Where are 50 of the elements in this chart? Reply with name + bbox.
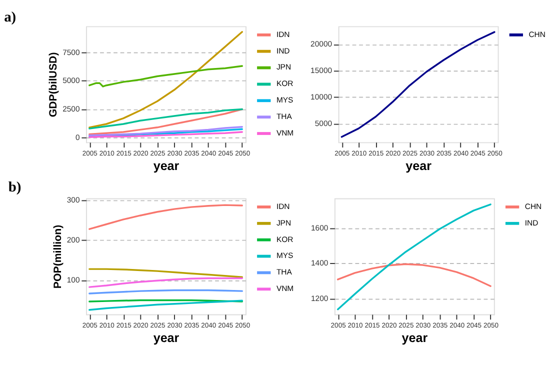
y-tick-label: 1200 — [310, 294, 328, 303]
x-axis-title: year — [153, 330, 180, 345]
legend-label: VNM — [276, 128, 294, 138]
line-series — [88, 108, 243, 130]
y-tick-label: 15000 — [310, 66, 332, 76]
x-axis-title: year — [153, 158, 180, 173]
legend-label: IND — [276, 46, 290, 56]
legend-label: IDN — [276, 202, 290, 211]
y-tick-label: 300 — [66, 196, 80, 205]
legend-label: THA — [276, 268, 293, 277]
line-series — [336, 204, 492, 310]
legend-label: MYS — [276, 251, 294, 260]
chart-title: b) — [8, 180, 22, 196]
y-tick-label: 5000 — [62, 76, 80, 86]
legend-label: JPN — [276, 218, 292, 228]
line-series — [336, 263, 492, 288]
x-axis-title: year — [402, 330, 428, 345]
line-series — [88, 65, 243, 88]
y-tick-label: 20000 — [310, 40, 332, 49]
y-tick-label: 2500 — [62, 104, 80, 114]
line-series — [88, 204, 243, 230]
line-series — [88, 31, 243, 128]
legend-label: IND — [524, 218, 539, 228]
y-tick-label: 1400 — [310, 258, 328, 268]
line-series — [88, 108, 243, 136]
line-series — [88, 300, 243, 311]
legend-label: KOR — [276, 234, 294, 244]
legend-label: KOR — [276, 79, 294, 88]
legend-label: THA — [276, 112, 293, 122]
y-tick-label: 200 — [66, 236, 80, 245]
line-series — [88, 268, 243, 278]
x-axis-title: year — [406, 158, 432, 173]
y-tick-label: 5000 — [314, 119, 332, 128]
legend-label: IDN — [276, 30, 290, 39]
y-tick-label: 0 — [75, 133, 80, 142]
line-series — [88, 126, 243, 136]
y-axis-title: GDP(bilUSD) — [48, 52, 60, 118]
legend-label: VNM — [276, 284, 294, 294]
y-tick-label: 1600 — [310, 224, 328, 233]
y-axis-title: POP(million) — [52, 224, 64, 289]
legend-label: JPN — [276, 62, 292, 72]
y-tick-label: 7500 — [62, 48, 80, 57]
chart-title: a) — [4, 9, 16, 26]
legend-label: CHN — [528, 30, 546, 39]
legend-label: MYS — [276, 96, 294, 105]
line-series — [88, 277, 243, 288]
line-series — [340, 31, 496, 138]
legend-label: CHN — [524, 202, 542, 211]
y-tick-label: 100 — [66, 276, 80, 285]
y-tick-label: 10000 — [310, 92, 332, 102]
